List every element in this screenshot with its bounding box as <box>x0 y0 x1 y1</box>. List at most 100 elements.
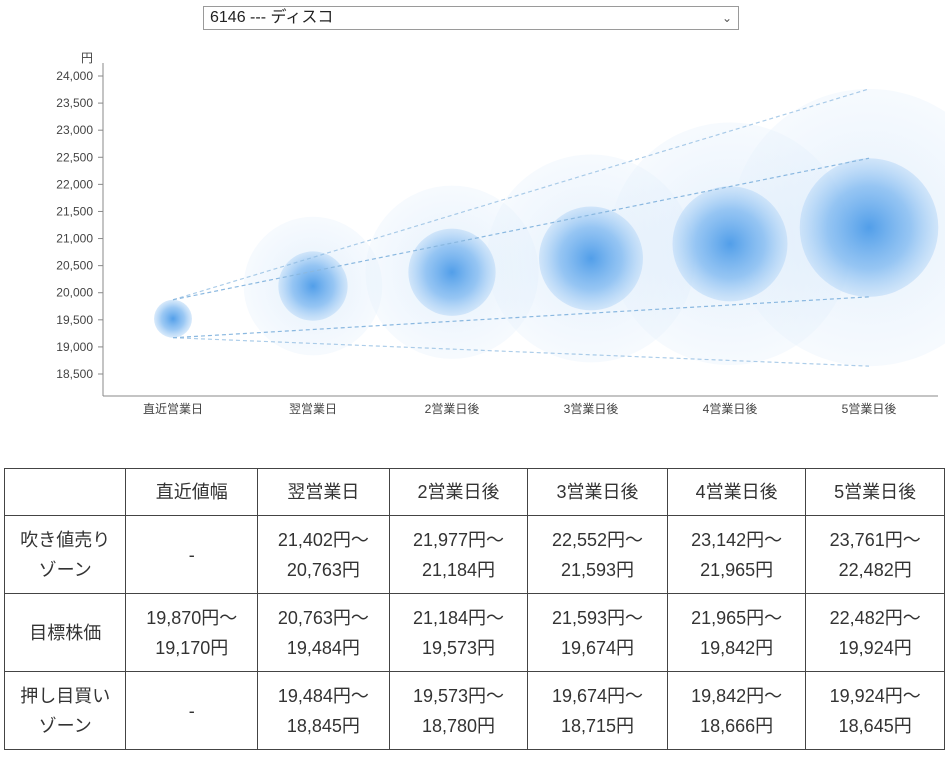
table-row: 吹き値売りゾーン - 21,402円～ 20,763円 21,977円～ 21,184円 2… <box>3 515 945 594</box>
price-value: 19,573円～ <box>412 685 504 706</box>
y-tick-label: 22,500 <box>56 150 93 164</box>
price-value: 19,573円 <box>421 637 495 658</box>
column-header: 翌営業日 <box>257 468 390 516</box>
price-value: 21,184円～ <box>412 607 504 628</box>
price-value: 18,845円 <box>286 715 360 736</box>
price-value: 19,842円～ <box>691 685 783 706</box>
price-range-cell: 23,761円～ 22,482円 <box>805 515 945 594</box>
inner-high-trend-line <box>172 157 870 301</box>
target-zone-bubble <box>539 206 643 311</box>
x-tick-label: 直近営業日 <box>143 402 203 416</box>
price-value: 18,666円 <box>700 715 774 736</box>
price-range-cell: 21,965円～ 19,842円 <box>666 593 807 672</box>
column-header <box>3 468 127 516</box>
price-value: 19,842円 <box>700 637 774 658</box>
y-tick-label: 23,500 <box>56 96 93 110</box>
price-value: 18,715円 <box>561 715 635 736</box>
price-range-cell: 19,870円～ 19,170円 <box>125 593 259 672</box>
price-value: 21,965円 <box>700 559 774 580</box>
target-zone-bubble <box>278 251 348 321</box>
price-value: - <box>188 544 195 565</box>
stock-select[interactable]: 6146 --- ディスコ ⌄ <box>203 6 739 30</box>
target-zone-bubble <box>799 158 939 297</box>
y-tick-label: 20,500 <box>56 259 93 273</box>
price-value: 19,870円～ <box>146 607 238 628</box>
y-tick-label: 18,500 <box>56 367 93 381</box>
table-header-row: 直近値幅 翌営業日 2営業日後 3営業日後 4営業日後 5営業日後 <box>3 468 945 516</box>
price-value: 22,552円～ <box>552 529 644 550</box>
price-range-cell: 19,674円～ 18,715円 <box>527 671 668 750</box>
row-label: 押し目買い ゾーン <box>3 671 127 750</box>
y-tick-label: 24,000 <box>56 69 93 83</box>
price-range-cell: 22,552円～ 21,593円 <box>527 515 668 594</box>
price-range-cell: 20,763円～ 19,484円 <box>257 593 390 672</box>
price-value: 19,924円～ <box>829 685 921 706</box>
price-range-cell: 22,482円～ 19,924円 <box>805 593 945 672</box>
stock-select-value: 6146 --- ディスコ <box>210 9 334 26</box>
y-tick-label: 21,000 <box>56 232 93 246</box>
price-range-cell: 19,484円～ 18,845円 <box>257 671 390 750</box>
price-range-cell: 19,842円～ 18,666円 <box>666 671 807 750</box>
x-tick-label: 5営業日後 <box>842 402 897 416</box>
price-value: 18,645円 <box>838 715 912 736</box>
price-value: 23,142円～ <box>691 529 783 550</box>
price-value: 19,170円 <box>155 637 229 658</box>
price-value: 19,484円～ <box>277 685 369 706</box>
price-range-cell: 21,402円～ 20,763円 <box>257 515 390 594</box>
outer-high-trend-line <box>172 88 870 301</box>
table-row: 押し目買いゾーン - 19,484円～ 18,845円 19,573円～ 18,780円 1… <box>3 671 945 750</box>
price-value: 21,593円～ <box>552 607 644 628</box>
row-label-line: 吹き値売り <box>20 529 111 550</box>
column-header: 直近値幅 <box>125 468 259 516</box>
row-label: 吹き値売り ゾーン <box>3 515 127 594</box>
table-row: 目標株価 19,870円～ 19,170円 20,763円～ 19,484円 21,184… <box>3 593 945 672</box>
price-range-cell: 19,924円～ 18,645円 <box>805 671 945 750</box>
price-value: 21,402円～ <box>277 529 369 550</box>
price-value: 19,484円 <box>286 637 360 658</box>
price-value: 22,482円 <box>838 559 912 580</box>
price-value: 18,780円 <box>421 715 495 736</box>
target-zone-bubble <box>154 299 192 338</box>
target-zone-bubble <box>408 228 496 316</box>
price-value: 21,965円～ <box>691 607 783 628</box>
price-range-cell: 23,142円～ 21,965円 <box>666 515 807 594</box>
y-unit-label: 円 <box>81 51 93 65</box>
price-range-cell: - <box>125 671 259 750</box>
column-header: 3営業日後 <box>527 468 668 516</box>
x-tick-label: 2営業日後 <box>425 402 480 416</box>
y-tick-label: 23,000 <box>56 123 93 137</box>
y-tick-label: 20,000 <box>56 286 93 300</box>
column-header: 5営業日後 <box>805 468 945 516</box>
row-label-line: ゾーン <box>38 559 92 580</box>
price-value: 22,482円～ <box>829 607 921 628</box>
target-zone-bubble <box>672 186 788 302</box>
y-tick-label: 19,500 <box>56 313 93 327</box>
y-tick-label: 19,000 <box>56 340 93 354</box>
price-value: - <box>188 700 195 721</box>
price-range-cell: 21,184円～ 19,573円 <box>388 593 529 672</box>
row-label-line: 押し目買い <box>20 685 111 706</box>
price-value: 21,593円 <box>561 559 635 580</box>
y-tick-label: 22,000 <box>56 177 93 191</box>
column-header: 2営業日後 <box>388 468 529 516</box>
price-value: 21,977円～ <box>412 529 504 550</box>
row-label: 目標株価 <box>3 593 127 672</box>
price-value: 21,184円 <box>421 559 495 580</box>
price-zone-table: 直近値幅 翌営業日 2営業日後 3営業日後 4営業日後 5営業日後 吹き値売りゾーン - 21… <box>3 468 945 750</box>
x-tick-label: 3営業日後 <box>564 402 619 416</box>
column-header: 4営業日後 <box>666 468 807 516</box>
x-tick-label: 翌営業日 <box>289 402 337 416</box>
chevron-down-icon: ⌄ <box>721 11 732 25</box>
row-label-line: 目標株価 <box>29 622 102 643</box>
price-range-cell: - <box>125 515 259 594</box>
price-value: 19,674円～ <box>552 685 644 706</box>
price-value: 23,761円～ <box>829 529 921 550</box>
y-tick-label: 21,500 <box>56 204 93 218</box>
forecast-chart: 円 24,000 23,500 23,000 22,500 22,000 21,500 21… <box>56 51 945 416</box>
x-tick-label: 4営業日後 <box>703 402 758 416</box>
row-label-line: ゾーン <box>38 715 92 736</box>
price-value: 20,763円 <box>286 559 360 580</box>
price-value: 19,924円 <box>838 637 912 658</box>
price-range-cell: 21,593円～ 19,674円 <box>527 593 668 672</box>
price-value: 19,674円 <box>561 637 635 658</box>
